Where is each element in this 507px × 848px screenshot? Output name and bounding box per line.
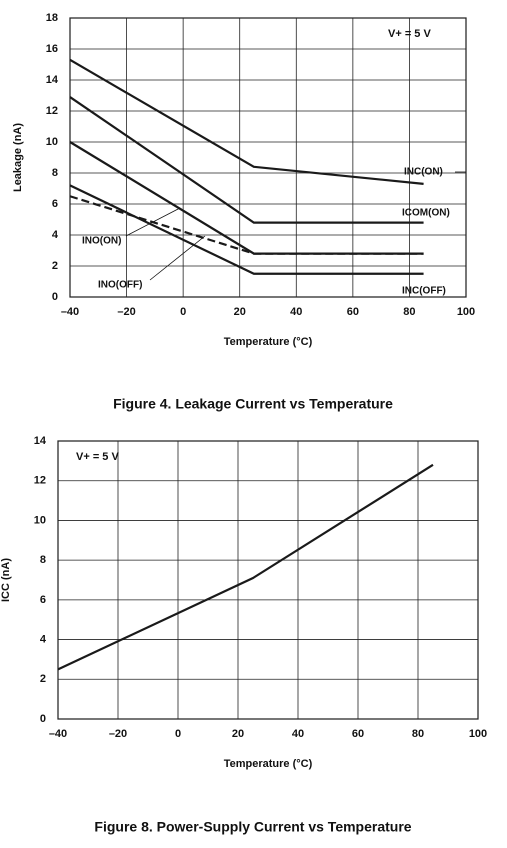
x-tick-label: 20	[234, 306, 246, 318]
y-tick-label: 0	[52, 291, 58, 303]
y-axis-label: ICC (nA)	[0, 558, 12, 602]
annotation: V+ = 5 V	[76, 451, 119, 463]
y-tick-label: 2	[52, 260, 58, 272]
label-leader	[149, 235, 206, 281]
x-axis-label: Temperature (°C)	[224, 336, 313, 348]
series-label: INO(ON)	[82, 236, 121, 247]
y-tick-label: 8	[40, 554, 46, 566]
series-label: ICOM(ON)	[402, 208, 450, 219]
y-tick-label: 6	[40, 594, 46, 606]
y-tick-label: 12	[46, 105, 58, 117]
y-tick-label: 14	[34, 435, 47, 447]
x-tick-label: 40	[292, 728, 304, 740]
x-tick-label: 20	[232, 728, 244, 740]
x-tick-label: 80	[403, 306, 415, 318]
x-tick-label: 0	[175, 728, 181, 740]
x-tick-label: –20	[117, 306, 135, 318]
y-tick-label: 2	[40, 673, 46, 685]
series-line	[69, 96, 424, 224]
x-tick-label: 80	[412, 728, 424, 740]
x-tick-label: –40	[49, 728, 67, 740]
x-tick-label: 0	[180, 306, 186, 318]
y-tick-label: 10	[34, 514, 46, 526]
series-label: INC(ON)	[404, 167, 443, 178]
y-tick-label: 18	[46, 12, 58, 24]
figure-caption: Figure 4. Leakage Current vs Temperature	[113, 396, 393, 412]
series-line	[57, 463, 434, 671]
x-tick-label: 100	[457, 306, 475, 318]
series-line	[69, 195, 424, 255]
y-tick-label: 16	[46, 43, 58, 55]
x-tick-label: 60	[352, 728, 364, 740]
x-tick-label: 40	[290, 306, 302, 318]
y-tick-label: 14	[46, 74, 59, 86]
series-line	[69, 141, 424, 255]
y-tick-label: 0	[40, 713, 46, 725]
x-tick-label: –20	[109, 728, 127, 740]
y-tick-label: 6	[52, 198, 58, 210]
y-tick-label: 12	[34, 475, 46, 487]
y-tick-label: 8	[52, 167, 58, 179]
x-tick-label: –40	[61, 306, 79, 318]
series-label: INC(OFF)	[402, 286, 446, 297]
figure-caption: Figure 8. Power-Supply Current vs Temper…	[94, 819, 411, 835]
y-tick-label: 4	[52, 229, 59, 241]
series-label: INO(OFF)	[98, 280, 142, 291]
plot-frame	[69, 17, 467, 298]
y-tick-label: 10	[46, 136, 58, 148]
y-tick-label: 4	[40, 633, 47, 645]
series-line	[69, 184, 424, 275]
annotation: V+ = 5 V	[388, 28, 431, 40]
x-tick-label: 60	[347, 306, 359, 318]
series-line	[69, 58, 424, 185]
plot-frame	[57, 440, 479, 720]
x-axis-label: Temperature (°C)	[224, 758, 313, 770]
x-tick-label: 100	[469, 728, 487, 740]
y-axis-label: Leakage (nA)	[12, 123, 24, 192]
